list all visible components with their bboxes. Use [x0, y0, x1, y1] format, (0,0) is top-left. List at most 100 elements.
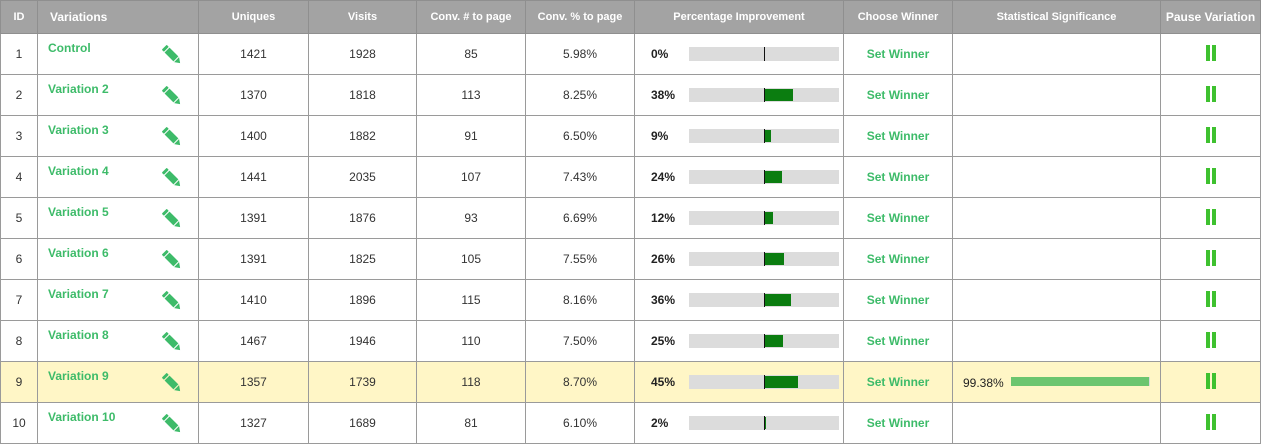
improvement-bar-baseline	[764, 170, 765, 184]
pencil-icon[interactable]	[160, 248, 184, 272]
improvement-bar	[689, 88, 839, 102]
improvement-value: 9%	[651, 129, 669, 143]
set-winner-link[interactable]: Set Winner	[866, 334, 930, 348]
pause-cell	[1160, 361, 1261, 403]
improvement-value: 45%	[651, 375, 676, 389]
conv-num-cell: 85	[416, 33, 526, 75]
pause-icon[interactable]	[1204, 44, 1218, 61]
row-id: 4	[0, 156, 38, 198]
pause-icon[interactable]	[1204, 249, 1218, 266]
significance-cell	[952, 279, 1161, 321]
pause-icon[interactable]	[1204, 290, 1218, 307]
pencil-icon[interactable]	[160, 412, 184, 436]
variation-name-link[interactable]: Variation 4	[48, 164, 109, 178]
improvement-bar	[689, 211, 839, 225]
row-id: 10	[0, 402, 38, 444]
choose-winner-cell: Set Winner	[843, 74, 953, 116]
variation-row: 1 Control 1421 1928 85 5.98% 0% Set Winn…	[0, 33, 1261, 75]
uniques-cell: 1410	[198, 279, 309, 321]
variation-cell: Variation 9	[37, 361, 199, 403]
improvement-bar	[689, 252, 839, 266]
improvement-bar-baseline	[764, 334, 765, 348]
choose-winner-cell: Set Winner	[843, 156, 953, 198]
significance-cell	[952, 238, 1161, 280]
variation-name-link[interactable]: Variation 8	[48, 328, 109, 342]
pencil-icon[interactable]	[160, 43, 184, 67]
pause-cell	[1160, 33, 1261, 75]
variation-name-link[interactable]: Variation 3	[48, 123, 109, 137]
variation-name-link[interactable]: Variation 9	[48, 369, 109, 383]
choose-winner-cell: Set Winner	[843, 361, 953, 403]
set-winner-link[interactable]: Set Winner	[866, 170, 930, 184]
visits-cell: 1876	[308, 197, 417, 239]
conv-pct-cell: 8.25%	[525, 74, 635, 116]
conv-pct-cell: 8.16%	[525, 279, 635, 321]
pencil-icon[interactable]	[160, 371, 184, 395]
choose-winner-cell: Set Winner	[843, 115, 953, 157]
variation-name-link[interactable]: Variation 7	[48, 287, 109, 301]
improvement-bar-baseline	[764, 211, 765, 225]
improvement-cell: 12%	[634, 197, 844, 239]
uniques-cell: 1391	[198, 197, 309, 239]
improvement-bar	[689, 293, 839, 307]
set-winner-link[interactable]: Set Winner	[866, 416, 930, 430]
pencil-icon[interactable]	[160, 207, 184, 231]
significance-cell: 99.38%	[952, 361, 1161, 403]
variation-row: 5 Variation 5 1391 1876 93 6.69% 12% Set…	[0, 197, 1261, 239]
set-winner-link[interactable]: Set Winner	[866, 129, 930, 143]
variation-cell: Variation 4	[37, 156, 199, 198]
conv-num-cell: 113	[416, 74, 526, 116]
visits-cell: 1689	[308, 402, 417, 444]
pause-icon[interactable]	[1204, 167, 1218, 184]
pause-icon[interactable]	[1204, 208, 1218, 225]
pencil-icon[interactable]	[160, 330, 184, 354]
pencil-icon[interactable]	[160, 289, 184, 313]
significance-cell	[952, 115, 1161, 157]
pause-cell	[1160, 156, 1261, 198]
pencil-icon[interactable]	[160, 166, 184, 190]
choose-winner-cell: Set Winner	[843, 320, 953, 362]
improvement-bar-baseline	[764, 293, 765, 307]
improvement-cell: 38%	[634, 74, 844, 116]
improvement-bar-baseline	[764, 416, 765, 430]
variation-name-link[interactable]: Variation 10	[48, 410, 116, 424]
pause-icon[interactable]	[1204, 85, 1218, 102]
variation-name-link[interactable]: Variation 2	[48, 82, 109, 96]
improvement-cell: 45%	[634, 361, 844, 403]
variation-name-link[interactable]: Variation 5	[48, 205, 109, 219]
improvement-bar	[689, 47, 839, 61]
pause-icon[interactable]	[1204, 413, 1218, 430]
improvement-bar-fill	[764, 294, 791, 306]
variation-cell: Variation 8	[37, 320, 199, 362]
pencil-icon[interactable]	[160, 125, 184, 149]
improvement-value: 25%	[651, 334, 676, 348]
set-winner-link[interactable]: Set Winner	[866, 252, 930, 266]
set-winner-link[interactable]: Set Winner	[866, 88, 930, 102]
set-winner-link[interactable]: Set Winner	[866, 293, 930, 307]
conv-num-cell: 105	[416, 238, 526, 280]
conv-pct-cell: 7.50%	[525, 320, 635, 362]
conv-num-cell: 118	[416, 361, 526, 403]
pause-icon[interactable]	[1204, 126, 1218, 143]
improvement-bar-baseline	[764, 375, 765, 389]
variation-cell: Variation 7	[37, 279, 199, 321]
pause-icon[interactable]	[1204, 372, 1218, 389]
improvement-bar	[689, 334, 839, 348]
variation-name-link[interactable]: Control	[48, 41, 91, 55]
uniques-cell: 1441	[198, 156, 309, 198]
set-winner-link[interactable]: Set Winner	[866, 211, 930, 225]
improvement-bar-baseline	[764, 88, 765, 102]
variation-row: 8 Variation 8 1467 1946 110 7.50% 25% Se…	[0, 320, 1261, 362]
conv-num-header: Conv. # to page	[416, 0, 526, 34]
row-id: 2	[0, 74, 38, 116]
variation-name-link[interactable]: Variation 6	[48, 246, 109, 260]
set-winner-link[interactable]: Set Winner	[866, 47, 930, 61]
improvement-bar-fill	[764, 212, 773, 224]
pencil-icon[interactable]	[160, 84, 184, 108]
pause-icon[interactable]	[1204, 331, 1218, 348]
set-winner-link[interactable]: Set Winner	[866, 375, 930, 389]
conv-num-cell: 93	[416, 197, 526, 239]
visits-cell: 1818	[308, 74, 417, 116]
visits-cell: 1928	[308, 33, 417, 75]
